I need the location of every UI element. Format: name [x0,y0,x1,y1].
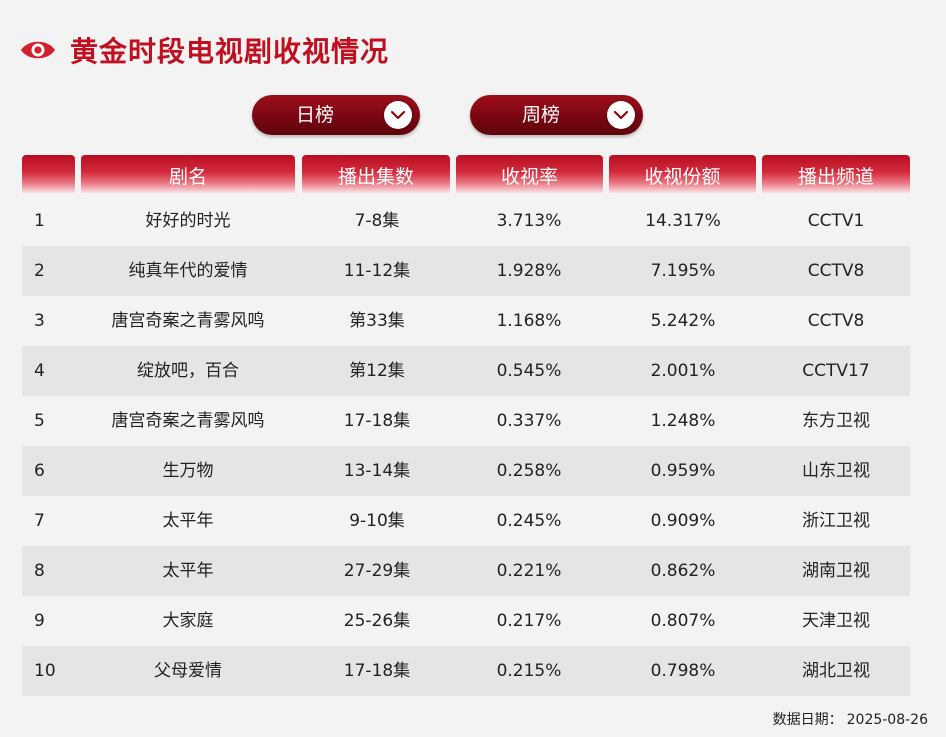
rating-cell: 0.258% [496,461,562,481]
table-row: 3 唐宫奇案之青雾风鸣 第33集 1.168% 5.242% CCTV8 [22,296,910,346]
eye-icon [21,41,55,59]
header-share: 收视份额 [609,155,756,193]
rank-cell: 6 [34,461,45,481]
drama-name-cell: 大家庭 [162,611,214,631]
chevron-down-icon[interactable] [384,101,412,129]
header-episodes: 播出集数 [302,155,450,193]
weekly-ranking-label: 周榜 [521,104,560,126]
drama-name-cell: 生万物 [162,461,214,481]
table-row: 8 太平年 27-29集 0.221% 0.862% 湖南卫视 [22,546,910,596]
channel-cell: 天津卫视 [802,611,870,631]
weekly-ranking-toggle[interactable]: 周榜 [470,95,643,135]
rank-cell: 4 [34,361,45,381]
channel-cell: CCTV8 [807,311,865,331]
share-cell: 7.195% [650,261,716,281]
share-cell: 14.317% [645,211,721,231]
rating-cell: 0.545% [496,361,562,381]
rank-cell: 7 [34,511,45,531]
channel-cell: CCTV1 [807,211,865,231]
episodes-cell: 第12集 [349,361,405,381]
header-rank [22,155,75,193]
drama-name-cell: 唐宫奇案之青雾风鸣 [111,411,265,431]
episodes-cell: 9-10集 [349,511,405,531]
header-channel: 播出频道 [762,155,910,193]
rank-cell: 2 [34,261,45,281]
share-cell: 0.798% [650,661,716,681]
table-row: 9 大家庭 25-26集 0.217% 0.807% 天津卫视 [22,596,910,646]
rating-cell: 1.168% [496,311,562,331]
drama-name-cell: 好好的时光 [145,211,231,231]
share-cell: 0.807% [650,611,716,631]
episodes-cell: 7-8集 [354,211,400,231]
data-date-value: 2025-08-26 [846,712,928,728]
table-row: 2 纯真年代的爱情 11-12集 1.928% 7.195% CCTV8 [22,246,910,296]
table-row: 5 唐宫奇案之青雾风鸣 17-18集 0.337% 1.248% 东方卫视 [22,396,910,446]
channel-cell: 浙江卫视 [802,511,870,531]
channel-cell: CCTV17 [802,361,870,381]
daily-ranking-label: 日榜 [295,104,334,126]
header-drama-name: 剧名 [81,155,295,193]
daily-ranking-toggle[interactable]: 日榜 [252,95,420,135]
rank-cell: 1 [34,211,45,231]
share-cell: 0.909% [650,511,716,531]
rating-cell: 0.221% [496,561,562,581]
header-rating: 收视率 [456,155,603,193]
episodes-cell: 17-18集 [343,411,411,431]
rating-cell: 0.245% [496,511,562,531]
share-cell: 1.248% [650,411,716,431]
data-date-footer: 数据日期： 2025-08-26 [773,709,928,729]
rank-cell: 9 [34,611,45,631]
chevron-down-icon[interactable] [607,101,635,129]
episodes-cell: 27-29集 [343,561,411,581]
table-row: 4 绽放吧，百合 第12集 0.545% 2.001% CCTV17 [22,346,910,396]
drama-name-cell: 唐宫奇案之青雾风鸣 [111,311,265,331]
share-cell: 5.242% [650,311,716,331]
episodes-cell: 25-26集 [343,611,411,631]
channel-cell: 湖南卫视 [802,561,870,581]
drama-name-cell: 父母爱情 [154,661,222,681]
rating-cell: 3.713% [496,211,562,231]
rank-cell: 10 [34,661,56,681]
channel-cell: 东方卫视 [802,411,870,431]
channel-cell: 山东卫视 [802,461,870,481]
drama-name-cell: 绽放吧，百合 [137,361,239,381]
episodes-cell: 11-12集 [343,261,411,281]
channel-cell: CCTV8 [807,261,865,281]
rank-cell: 8 [34,561,45,581]
table-row: 7 太平年 9-10集 0.245% 0.909% 浙江卫视 [22,496,910,546]
table-row: 1 好好的时光 7-8集 3.713% 14.317% CCTV1 [22,196,910,246]
rating-cell: 0.217% [496,611,562,631]
page-title: 黄金时段电视剧收视情况 [70,35,390,68]
episodes-cell: 17-18集 [343,661,411,681]
rating-cell: 0.337% [496,411,562,431]
drama-name-cell: 纯真年代的爱情 [128,261,248,281]
share-cell: 2.001% [650,361,716,381]
share-cell: 0.862% [650,561,716,581]
episodes-cell: 13-14集 [343,461,411,481]
drama-name-cell: 太平年 [162,511,214,531]
table-row: 6 生万物 13-14集 0.258% 0.959% 山东卫视 [22,446,910,496]
data-date-label: 数据日期： [772,712,843,728]
episodes-cell: 第33集 [349,311,405,331]
rating-cell: 1.928% [496,261,562,281]
rating-cell: 0.215% [496,661,562,681]
drama-name-cell: 太平年 [162,561,214,581]
rank-cell: 5 [34,411,45,431]
title-row: 黄金时段电视剧收视情况 [20,28,389,72]
share-cell: 0.959% [650,461,716,481]
rank-cell: 3 [34,311,45,331]
channel-cell: 湖北卫视 [802,661,870,681]
table-row: 10 父母爱情 17-18集 0.215% 0.798% 湖北卫视 [22,646,910,696]
